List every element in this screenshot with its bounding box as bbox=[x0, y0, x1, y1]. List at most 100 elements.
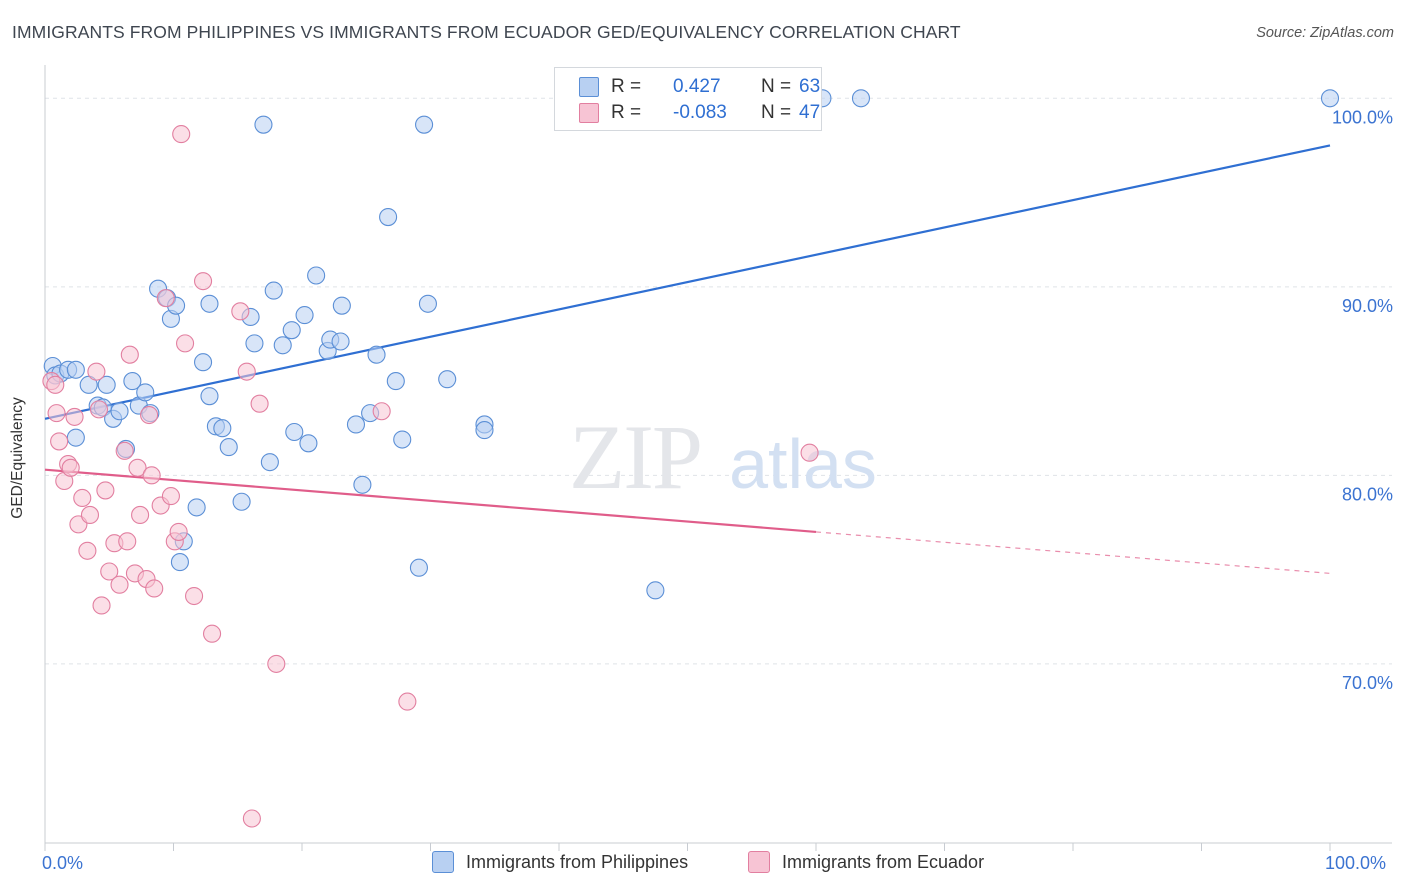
point-series-1-14 bbox=[92, 596, 111, 615]
point-series-1-23 bbox=[128, 458, 147, 477]
point-series-1-43 bbox=[267, 654, 286, 673]
point-series-1-2 bbox=[47, 404, 66, 423]
point-series-1-7 bbox=[65, 407, 84, 426]
axes bbox=[44, 65, 1392, 851]
point-series-0-61 bbox=[851, 89, 871, 108]
point-series-1-31 bbox=[161, 487, 180, 506]
point-series-1-34 bbox=[172, 125, 191, 144]
point-series-0-52 bbox=[393, 430, 412, 449]
point-series-0-25 bbox=[200, 387, 219, 406]
point-series-0-51 bbox=[386, 372, 405, 391]
point-series-1-27 bbox=[142, 466, 161, 485]
point-series-1-35 bbox=[176, 334, 195, 353]
r-label: R = bbox=[611, 76, 642, 97]
point-series-1-40 bbox=[237, 362, 256, 381]
watermark: ZIP atlas bbox=[569, 406, 877, 508]
point-series-1-21 bbox=[120, 345, 139, 364]
legend-label: Immigrants from Philippines bbox=[466, 851, 689, 872]
legend-label: Immigrants from Ecuador bbox=[782, 851, 985, 872]
point-series-0-62 bbox=[1320, 89, 1340, 108]
point-series-1-38 bbox=[203, 624, 222, 643]
legend-item-ecuador[interactable]: Immigrants from Ecuador bbox=[748, 851, 984, 873]
point-series-1-30 bbox=[156, 289, 175, 308]
point-series-0-36 bbox=[273, 336, 292, 355]
point-series-1-45 bbox=[398, 692, 417, 711]
point-series-0-45 bbox=[332, 296, 351, 315]
y-tick-label-100: 100.0% bbox=[1332, 107, 1393, 127]
point-series-0-44 bbox=[331, 332, 350, 351]
stats-legend: R = 0.427 N = 63 R = -0.083 N = 47 bbox=[554, 67, 822, 131]
point-series-1-20 bbox=[118, 532, 137, 551]
point-series-0-13 bbox=[123, 372, 142, 391]
point-series-0-34 bbox=[260, 453, 279, 472]
grid-lines bbox=[45, 97, 1392, 665]
point-series-1-36 bbox=[185, 586, 204, 606]
blue-swatch-icon bbox=[579, 77, 599, 97]
n-value: 47 bbox=[799, 102, 821, 123]
point-series-0-56 bbox=[438, 370, 457, 389]
point-series-0-54 bbox=[415, 115, 434, 134]
point-series-1-1 bbox=[46, 375, 65, 394]
point-series-0-32 bbox=[245, 334, 264, 353]
pink-swatch-icon bbox=[748, 851, 770, 873]
n-value: 63 bbox=[799, 76, 821, 97]
point-series-1-10 bbox=[78, 541, 97, 560]
point-series-0-5 bbox=[66, 428, 85, 447]
point-series-1-24 bbox=[131, 505, 150, 524]
point-series-1-42 bbox=[250, 394, 269, 413]
point-series-0-15 bbox=[136, 383, 155, 402]
pink-swatch-icon bbox=[579, 103, 599, 123]
point-series-0-33 bbox=[254, 115, 273, 134]
point-series-0-47 bbox=[353, 475, 372, 494]
point-series-0-59 bbox=[646, 581, 665, 600]
point-series-0-28 bbox=[213, 419, 232, 438]
legend-item-philippines[interactable]: Immigrants from Philippines bbox=[432, 851, 688, 873]
r-label: R = bbox=[611, 102, 642, 123]
point-series-0-4 bbox=[66, 360, 85, 379]
point-series-0-23 bbox=[187, 498, 206, 517]
point-series-0-37 bbox=[282, 321, 301, 340]
point-series-1-37 bbox=[194, 272, 213, 291]
series-legend: Immigrants from Philippines Immigrants f… bbox=[0, 851, 1406, 877]
trend-lines bbox=[44, 144, 1331, 574]
blue-swatch-icon bbox=[432, 851, 454, 873]
point-series-0-40 bbox=[299, 434, 318, 453]
data-points bbox=[42, 89, 1340, 828]
y-tick-label-70: 70.0% bbox=[1342, 673, 1393, 693]
point-series-0-46 bbox=[346, 415, 366, 434]
y-tick-label-80: 80.0% bbox=[1342, 484, 1393, 504]
point-series-1-16 bbox=[100, 562, 119, 581]
point-series-0-30 bbox=[232, 492, 251, 511]
watermark-atlas: atlas bbox=[729, 425, 877, 503]
point-series-0-39 bbox=[295, 306, 314, 325]
watermark-zip: ZIP bbox=[569, 406, 701, 508]
point-series-0-55 bbox=[418, 294, 437, 313]
point-series-1-3 bbox=[50, 432, 69, 451]
point-series-0-58 bbox=[475, 421, 494, 440]
point-series-1-26 bbox=[140, 405, 159, 425]
point-series-0-50 bbox=[379, 208, 398, 227]
point-series-0-29 bbox=[219, 438, 238, 457]
point-series-1-33 bbox=[169, 522, 188, 541]
x-tick-label-min: 0.0% bbox=[42, 853, 84, 873]
point-series-1-6 bbox=[61, 458, 80, 477]
point-series-1-15 bbox=[96, 481, 115, 500]
point-series-1-28 bbox=[145, 579, 164, 598]
trend-line-series-1 bbox=[44, 468, 817, 534]
point-series-0-53 bbox=[409, 558, 428, 577]
trend-line-series-0 bbox=[44, 144, 1331, 420]
point-series-0-24 bbox=[194, 353, 213, 372]
r-value: 0.427 bbox=[673, 76, 721, 97]
point-series-1-41 bbox=[242, 809, 261, 828]
source-label: Source: ZipAtlas.com bbox=[1256, 25, 1394, 41]
point-series-1-12 bbox=[87, 362, 106, 381]
point-series-1-39 bbox=[231, 302, 250, 321]
chart-title: IMMIGRANTS FROM PHILIPPINES VS IMMIGRANT… bbox=[12, 22, 961, 42]
n-label: N = bbox=[761, 102, 792, 123]
point-series-0-35 bbox=[264, 281, 283, 300]
point-series-0-49 bbox=[367, 345, 386, 364]
point-series-1-18 bbox=[110, 575, 129, 594]
y-tick-labels: 70.0% 80.0% 90.0% 100.0% bbox=[1332, 107, 1393, 693]
point-series-1-44 bbox=[372, 402, 391, 421]
y-tick-label-90: 90.0% bbox=[1342, 296, 1393, 316]
